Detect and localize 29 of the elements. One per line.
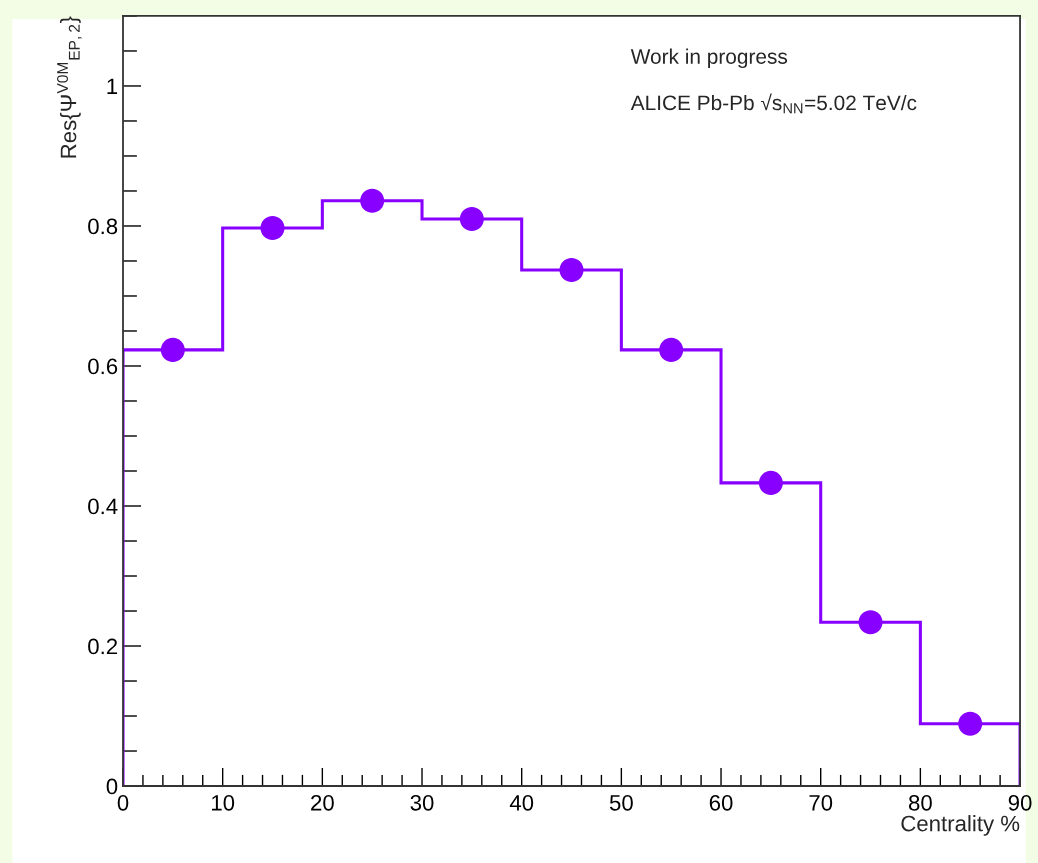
point [659,337,684,362]
point [459,206,484,232]
annotation: ALICE Pb-Pb √s$_{NN}$=5.02 TeV/c [630,93,917,114]
x-axis-title: Centrality % [901,815,1020,836]
y-tick-label: 0.6 [88,358,118,375]
y-tick-label: 0.2 [88,638,118,655]
x-tick-label: 20 [311,794,334,811]
x-tick-label: 40 [509,794,534,811]
y-tick-label: 0 [106,778,118,795]
point [958,711,983,736]
annotation: Work in progress [630,48,788,69]
point [160,337,185,362]
x-tick-label: 70 [809,794,833,811]
point [858,610,883,635]
x-tick-label: 90 [1008,794,1032,811]
point [559,258,584,283]
x-tick-label: 10 [212,794,235,811]
x-tick-label: 30 [410,794,434,811]
x-tick-label: 50 [609,794,633,811]
point [758,470,783,495]
point [260,216,285,241]
y-tick-label: 1 [107,78,118,95]
y-tick-label: 0.8 [88,218,118,235]
x-tick-label: 80 [908,794,932,811]
x-tick-label: 60 [709,794,733,811]
y-tick-label: 0.4 [88,498,118,515]
x-tick-label: 0 [117,794,129,811]
point [360,188,385,213]
y-axis-title: Res{Ψ$^{V0M}$$_{EP,2}$} [57,16,82,158]
